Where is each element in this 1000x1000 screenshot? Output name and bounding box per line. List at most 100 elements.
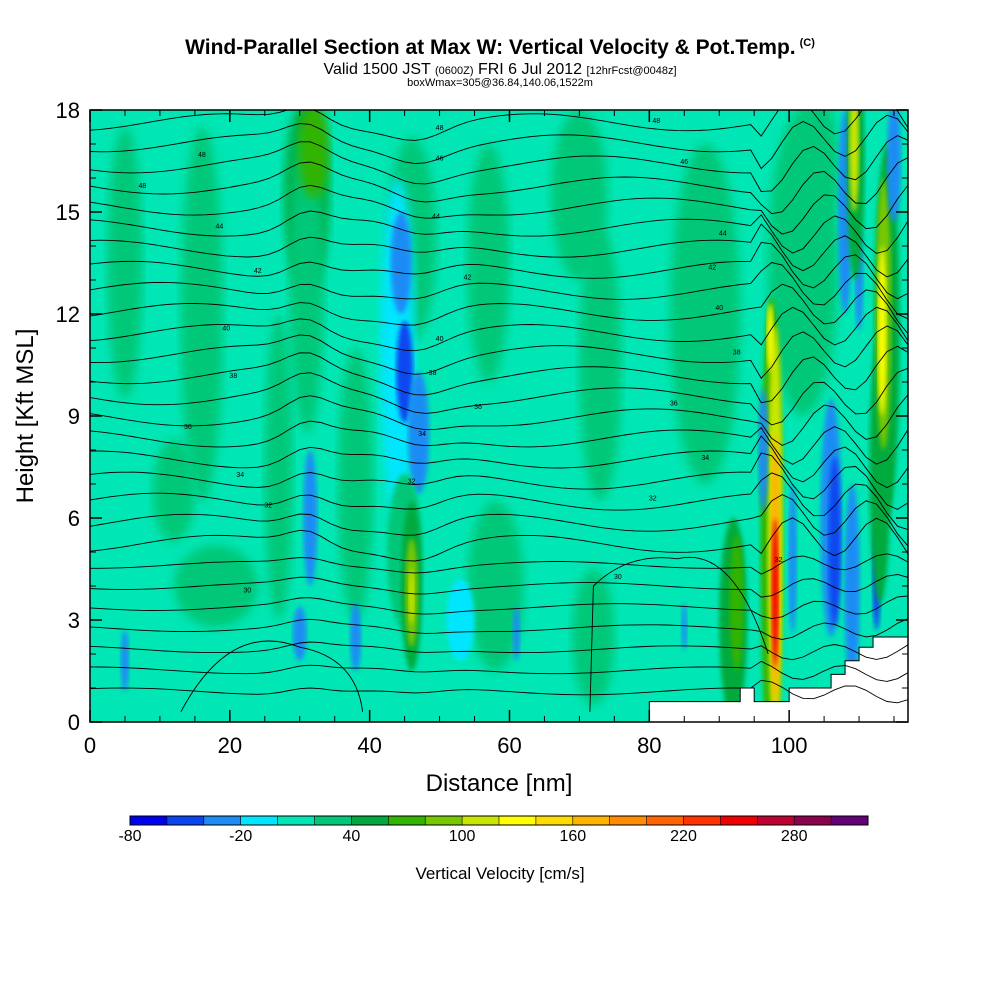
contour-label: 44 <box>215 224 223 231</box>
y-tick-label: 15 <box>56 200 80 225</box>
x-tick-label: 60 <box>497 733 521 758</box>
velocity-cell <box>681 603 688 651</box>
contour-label: 34 <box>701 455 709 462</box>
x-tick-label: 100 <box>771 733 808 758</box>
y-axis-label: Height [Kft MSL] <box>12 329 39 504</box>
velocity-cell <box>551 110 608 280</box>
velocity-cell <box>303 450 318 586</box>
velocity-cell <box>796 110 839 229</box>
contour-label: 40 <box>436 336 444 343</box>
colorbar-title: Vertical Velocity [cm/s] <box>415 864 585 883</box>
forecast-info: [12hrFcst@0048z] <box>586 65 677 77</box>
colorbar-swatch <box>683 816 721 825</box>
isentrope-line <box>90 345 908 404</box>
isentrope-line <box>90 367 908 426</box>
y-tick-label: 12 <box>56 302 80 327</box>
x-tick-label: 0 <box>84 733 96 758</box>
colorbar-swatch <box>130 816 167 825</box>
velocity-cell <box>396 320 414 423</box>
contour-label: 34 <box>236 472 244 479</box>
x-tick-label: 20 <box>218 733 242 758</box>
isentrope-line <box>90 223 908 278</box>
isentrope-line <box>90 553 908 575</box>
contour-label: 46 <box>680 159 688 166</box>
colorbar-swatch <box>720 816 758 825</box>
colorbar-swatch <box>314 816 352 825</box>
isentrope-line <box>90 435 908 489</box>
contour-label: 46 <box>436 156 444 163</box>
velocity-cell <box>446 579 475 661</box>
contour-label: 30 <box>243 587 251 594</box>
colorbar-swatch <box>240 816 278 825</box>
contour-label: 38 <box>733 349 741 356</box>
y-tick-label: 0 <box>68 710 80 735</box>
isentrope-line <box>90 660 908 682</box>
isentrope-line <box>90 325 908 379</box>
velocity-cell <box>771 518 779 668</box>
colorbar-tick-label: -20 <box>229 828 253 845</box>
isentrope-line <box>90 184 908 235</box>
colorbar-swatch <box>425 816 463 825</box>
velocity-cell <box>289 127 325 433</box>
isentrope-line <box>90 574 908 598</box>
contour-label: 42 <box>708 264 716 271</box>
contour-label: 42 <box>464 275 472 282</box>
contour-label: 42 <box>254 268 262 275</box>
velocity-cell <box>107 127 143 399</box>
contour-labels: 48 48 48 48 46 46 44 44 44 42 42 42 40 40 40 38 38 38 36 36… <box>139 118 783 594</box>
isentrope-line <box>90 283 908 335</box>
colorbar-tick-label: 160 <box>559 828 587 845</box>
contour-label: 36 <box>184 424 192 431</box>
isentrope-line <box>589 556 769 712</box>
contour-label: 32 <box>408 479 416 486</box>
y-tick-label: 6 <box>68 506 80 531</box>
velocity-cell <box>849 110 860 212</box>
y-tick-label: 9 <box>68 404 80 429</box>
isentrope-line <box>90 110 908 141</box>
velocity-cell <box>390 212 412 314</box>
velocity-cell <box>670 144 741 484</box>
isentrope-line <box>180 640 364 713</box>
isentrope-line <box>90 452 908 510</box>
contour-label: 32 <box>264 502 272 509</box>
velocity-cell <box>729 535 744 671</box>
colorbar-swatch <box>203 816 241 825</box>
contour-label: 30 <box>614 574 622 581</box>
isentrope-line <box>90 679 908 704</box>
contour-label: 44 <box>719 230 727 237</box>
isentrope-line <box>90 641 908 661</box>
velocity-cell <box>844 484 860 688</box>
velocity-cell <box>788 484 797 634</box>
colorbar-tick-label: -80 <box>118 828 142 845</box>
velocity-cell <box>264 314 293 620</box>
contour-label: 48 <box>139 183 147 190</box>
colorbar-swatch <box>277 816 315 825</box>
velocity-cell <box>467 501 524 671</box>
colorbar-swatch <box>794 816 832 825</box>
velocity-cell <box>292 606 307 661</box>
valid-date: FRI 6 Jul 2012 <box>477 61 583 78</box>
contour-label: 40 <box>715 305 723 312</box>
colorbar-swatch <box>388 816 426 825</box>
isentrope-line <box>90 517 908 562</box>
contour-label: 34 <box>418 431 426 438</box>
contour-label: 38 <box>429 370 437 377</box>
colorbar-swatch <box>609 816 647 825</box>
isentrope-line <box>90 157 908 215</box>
velocity-cell <box>766 303 774 372</box>
colorbar-tick-label: 40 <box>342 828 361 845</box>
isentrope-line <box>90 420 908 465</box>
colorbar-tick-label: 100 <box>448 828 476 845</box>
isentrope-line <box>90 394 908 446</box>
colorbar-swatch <box>535 816 573 825</box>
chart-title: Wind-Parallel Section at Max W: Vertical… <box>185 36 815 59</box>
isentrope-line <box>90 618 908 640</box>
isentrope-line <box>90 494 908 547</box>
velocity-shading <box>107 110 902 722</box>
isentrope-line <box>90 306 908 352</box>
contour-label: 48 <box>652 118 660 125</box>
colorbar-swatch <box>757 816 795 825</box>
isentrope-line <box>90 210 908 254</box>
